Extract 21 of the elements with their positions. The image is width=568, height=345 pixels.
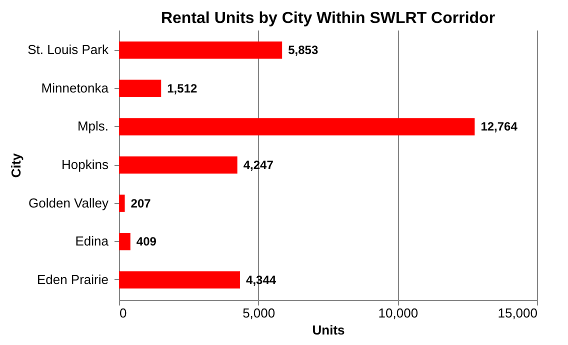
x-tick-label: 10,000 <box>378 306 418 320</box>
x-tick-label: 15,000 <box>498 306 538 320</box>
data-label: 409 <box>136 234 157 249</box>
x-tick-label: 0 <box>120 306 127 320</box>
y-tick-label: Mpls. <box>77 118 108 134</box>
y-tick-label: Golden Valley <box>28 195 109 210</box>
data-label: 4,344 <box>246 272 276 287</box>
data-label: 5,853 <box>288 43 318 58</box>
data-label: 1,512 <box>167 81 198 96</box>
y-tick-label: Edina <box>75 234 110 249</box>
data-label: 12,764 <box>480 120 518 134</box>
data-label: 4,247 <box>243 158 274 172</box>
chart-title: Rental Units by City Within SWLRT Corridor <box>160 10 496 27</box>
data-label: 207 <box>130 196 152 210</box>
y-tick-label: Eden Prairie <box>36 272 108 287</box>
y-tick-label: St. Louis Park <box>28 42 109 58</box>
x-axis-title: Units <box>312 322 345 338</box>
y-axis-title: City <box>8 152 24 178</box>
y-tick-label: Hopkins <box>62 157 109 172</box>
x-tick-label: 5,000 <box>242 306 276 320</box>
y-tick-label: Minnetonka <box>41 80 110 96</box>
